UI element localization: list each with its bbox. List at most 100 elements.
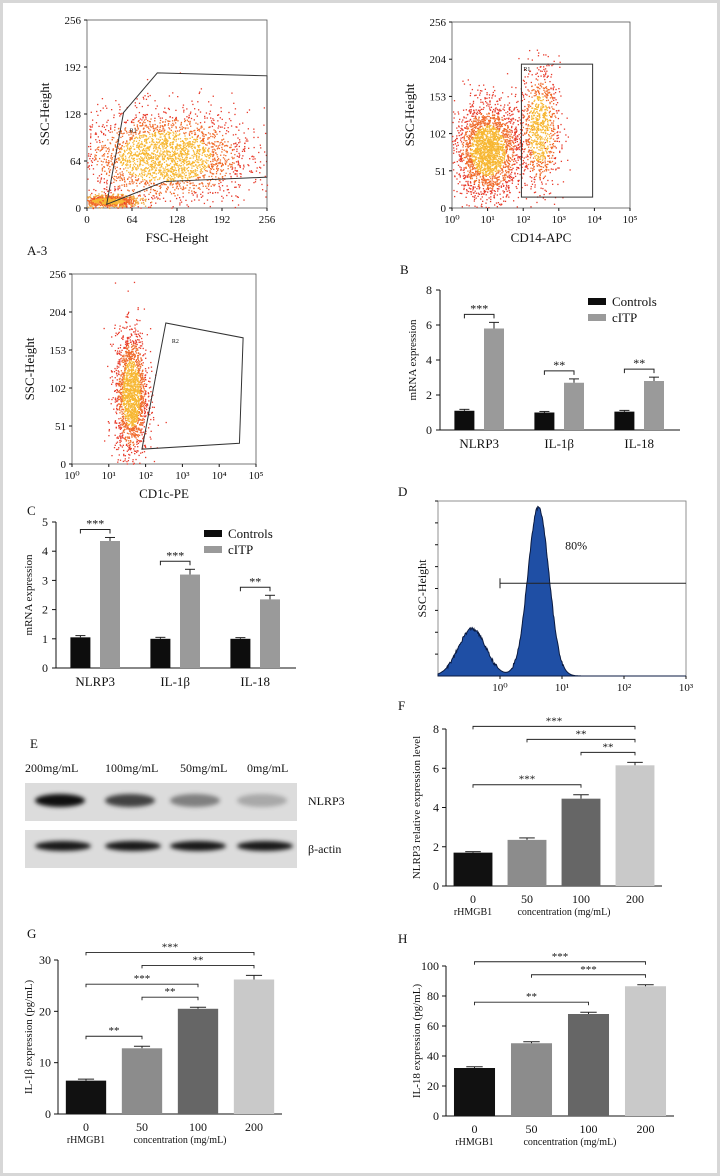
- event-dot: [152, 153, 154, 155]
- event-dot: [482, 200, 484, 202]
- event-dot: [103, 201, 105, 204]
- event-dot: [127, 147, 129, 150]
- event-dot: [499, 99, 501, 101]
- event-dot: [471, 138, 473, 140]
- event-dot: [480, 164, 482, 166]
- event-dot: [178, 144, 180, 146]
- event-dot: [502, 151, 504, 153]
- event-dot: [192, 160, 194, 163]
- event-dot: [155, 202, 157, 204]
- event-dot: [88, 145, 90, 148]
- event-dot: [213, 134, 216, 136]
- event-dot: [118, 199, 120, 201]
- event-dot: [139, 122, 142, 124]
- event-dot: [139, 199, 142, 201]
- event-dot: [172, 124, 174, 127]
- event-dot: [87, 197, 90, 199]
- event-dot: [144, 190, 146, 192]
- event-dot: [182, 149, 184, 151]
- event-dot: [477, 169, 479, 172]
- event-dot: [144, 150, 147, 152]
- event-dot: [493, 161, 495, 163]
- event-dot: [488, 162, 490, 164]
- event-dot: [159, 191, 161, 193]
- event-dot: [504, 162, 506, 164]
- event-dot: [493, 184, 495, 186]
- event-dot: [124, 204, 127, 207]
- event-dot: [202, 147, 205, 149]
- event-dot: [516, 206, 518, 208]
- event-dot: [156, 143, 158, 146]
- event-dot: [89, 196, 92, 199]
- event-dot: [111, 138, 113, 141]
- event-dot: [183, 148, 185, 150]
- event-dot: [97, 201, 99, 203]
- event-dot: [103, 178, 105, 180]
- event-dot: [154, 123, 156, 126]
- event-dot: [99, 141, 101, 144]
- event-dot: [145, 118, 147, 120]
- event-dot: [96, 148, 98, 150]
- event-dot: [117, 176, 120, 178]
- event-dot: [250, 171, 252, 173]
- event-dot: [479, 126, 481, 128]
- event-dot: [463, 116, 465, 118]
- event-dot: [515, 169, 518, 171]
- event-dot: [127, 119, 129, 122]
- event-dot: [139, 182, 141, 185]
- event-dot: [118, 158, 120, 161]
- event-dot: [101, 131, 103, 134]
- event-dot: [486, 166, 489, 168]
- event-dot: [172, 170, 175, 172]
- event-dot: [488, 115, 490, 118]
- event-dot: [258, 151, 260, 154]
- event-dot: [191, 176, 193, 178]
- event-dot: [196, 157, 198, 159]
- event-dot: [182, 104, 185, 106]
- event-dot: [144, 168, 146, 170]
- event-dot: [208, 101, 210, 103]
- event-dot: [122, 201, 124, 204]
- event-dot: [489, 117, 492, 120]
- event-dot: [486, 105, 488, 107]
- event-dot: [145, 200, 147, 202]
- event-dot: [519, 142, 521, 144]
- event-dot: [230, 175, 232, 178]
- event-dot: [468, 137, 471, 140]
- event-dot: [173, 175, 175, 177]
- event-dot: [495, 183, 497, 185]
- event-dot: [505, 180, 507, 183]
- event-dot: [102, 154, 105, 156]
- event-dot: [199, 166, 201, 168]
- event-dot: [211, 167, 214, 169]
- event-dot: [131, 136, 133, 138]
- event-dot: [108, 170, 111, 172]
- event-dot: [130, 206, 132, 209]
- event-dot: [158, 132, 160, 135]
- event-dot: [124, 142, 127, 145]
- event-dot: [477, 185, 479, 188]
- event-dot: [124, 197, 126, 199]
- event-dot: [96, 201, 99, 204]
- event-dot: [487, 168, 489, 170]
- event-dot: [221, 164, 223, 167]
- event-dot: [236, 148, 238, 150]
- event-dot: [128, 159, 131, 162]
- event-dot: [121, 178, 123, 180]
- event-dot: [488, 97, 491, 99]
- event-dot: [111, 157, 114, 159]
- event-dot: [485, 180, 487, 182]
- event-dot: [506, 176, 509, 178]
- event-dot: [490, 130, 492, 133]
- event-dot: [172, 206, 174, 208]
- event-dot: [214, 158, 216, 161]
- event-dot: [133, 203, 136, 205]
- event-dot: [186, 167, 188, 169]
- event-dot: [458, 154, 460, 156]
- event-dot: [212, 160, 214, 163]
- event-dot: [508, 145, 510, 147]
- event-dot: [496, 171, 498, 173]
- event-dot: [184, 170, 186, 172]
- event-dot: [132, 167, 134, 169]
- event-dot: [191, 132, 193, 135]
